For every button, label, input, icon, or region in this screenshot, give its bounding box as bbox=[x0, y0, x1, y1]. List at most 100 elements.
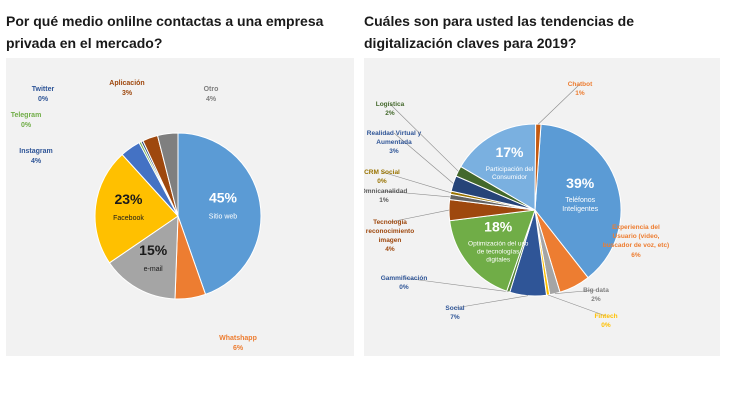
slice-category-label: Experiencia del bbox=[612, 224, 660, 231]
slice-value-label: 0% bbox=[377, 178, 387, 185]
slice-category-label: Sitio web bbox=[209, 213, 238, 220]
slice-value-label: 0% bbox=[399, 284, 409, 291]
slice-label-social: Social 7% bbox=[445, 295, 529, 321]
slice-category-label: Realidad Virtual y bbox=[367, 130, 422, 137]
slice-label-fintech: Fintech 0% bbox=[547, 294, 618, 329]
pie-slice-participacion-del-consumidor bbox=[460, 123, 537, 211]
slice-label-crm-social: CRM Social 0% bbox=[364, 169, 451, 193]
slice-category-label: de tecnologías bbox=[477, 249, 520, 256]
slice-category-label: Optimización del uso bbox=[468, 241, 529, 248]
slice-label-logistica: Logística 2% bbox=[376, 101, 459, 172]
pie-slice-telefonos-inteligentes bbox=[534, 123, 622, 279]
slice-category-label: Twitter bbox=[32, 86, 55, 93]
slice-value-label: 3% bbox=[389, 148, 399, 155]
slice-value-label: 6% bbox=[631, 252, 641, 259]
pie-slice-e-mail bbox=[108, 215, 179, 300]
slice-label-telefonos-inteligentes: 39% Teléfonos Inteligentes bbox=[562, 175, 598, 213]
slice-category-label: Consumidor bbox=[492, 174, 528, 181]
slice-label-chatbot: Chatbot 1% bbox=[538, 81, 593, 125]
slice-value-label: 0% bbox=[21, 122, 32, 129]
pie-chart-right: 39% Teléfonos Inteligentes Experiencia del U… bbox=[364, 81, 669, 329]
leader-line bbox=[393, 132, 454, 184]
slice-value-label: 1% bbox=[575, 90, 585, 97]
leader-line bbox=[389, 209, 450, 223]
slice-category-label: Otro bbox=[204, 86, 219, 93]
slice-category-label: e-mail bbox=[144, 266, 164, 273]
pie-chart-left: 45% Sitio web Whatshapp 6% 15% e-mail 23% Faceb… bbox=[11, 80, 262, 352]
pie-chart-panel-right: 39% Teléfonos Inteligentes Experiencia del U… bbox=[364, 58, 720, 356]
pie-slice-optimizacion-del-uso-de-tecnologias-digitales bbox=[449, 209, 536, 292]
slice-category-label: Instagram bbox=[19, 148, 52, 155]
slice-label-tecnologia-reconocimiento-imagen: Tecnología reconocimiento imagen 4% bbox=[366, 209, 450, 253]
slice-category-label: Inteligentes bbox=[562, 206, 598, 213]
slice-category-label: Facebook bbox=[113, 215, 144, 222]
pie-slice-facebook bbox=[94, 153, 179, 264]
leader-line bbox=[383, 190, 451, 198]
slice-label-omnicanalidad: Omnicanalidad 1% bbox=[364, 188, 451, 204]
slice-value-label: 15% bbox=[139, 242, 168, 258]
slice-category-label: Big data bbox=[583, 287, 609, 294]
leader-line bbox=[381, 171, 451, 193]
slice-value-label: 18% bbox=[484, 219, 513, 235]
leader-line bbox=[538, 83, 581, 125]
slice-category-label: Chatbot bbox=[568, 81, 593, 88]
slice-value-label: 4% bbox=[385, 246, 395, 253]
slice-category-label: Omnicanalidad bbox=[364, 188, 407, 195]
slice-label-instagram: Instagram 4% bbox=[19, 148, 52, 165]
slice-label-e-mail: 15% e-mail bbox=[139, 242, 168, 273]
slice-label-telegram: Telegram 0% bbox=[11, 112, 42, 129]
pie-chart-panel-left: 45% Sitio web Whatshapp 6% 15% e-mail 23% Faceb… bbox=[6, 58, 354, 356]
slice-label-experiencia-del-usuario-video-buscador-de-voz-etc: Experiencia del Usuario (video, buscador d… bbox=[603, 224, 669, 259]
leader-line bbox=[547, 294, 607, 317]
slice-value-label: 4% bbox=[31, 158, 42, 165]
slice-category-label: digitales bbox=[486, 257, 511, 264]
slice-category-label: buscador de voz, etc) bbox=[603, 242, 669, 249]
slice-category-label: Aumentada bbox=[376, 139, 412, 146]
slice-category-label: Fintech bbox=[594, 313, 617, 320]
slice-label-facebook: 23% Facebook bbox=[113, 191, 144, 222]
slice-value-label: 2% bbox=[591, 296, 601, 303]
slice-value-label: 45% bbox=[209, 189, 238, 205]
slice-value-label: 2% bbox=[385, 110, 395, 117]
slice-value-label: 7% bbox=[450, 314, 460, 321]
slice-category-label: Tecnología bbox=[373, 219, 407, 226]
slice-category-label: imagen bbox=[379, 237, 402, 244]
slice-label-otro: Otro 4% bbox=[204, 86, 219, 103]
slice-value-label: 17% bbox=[495, 144, 524, 160]
slice-category-label: Telegram bbox=[11, 112, 42, 119]
pie-slice-otro bbox=[156, 132, 179, 217]
leader-line bbox=[389, 103, 459, 172]
slice-category-label: CRM Social bbox=[364, 169, 400, 176]
slice-value-label: 1% bbox=[379, 197, 389, 204]
slice-value-label: 4% bbox=[206, 96, 217, 103]
chart-title-right: Cuáles son para usted las tendencias de … bbox=[364, 13, 634, 51]
leader-line bbox=[454, 295, 529, 309]
leader-line bbox=[554, 289, 597, 294]
slice-label-whatshapp: Whatshapp 6% bbox=[219, 335, 257, 352]
slice-label-twitter: Twitter 0% bbox=[32, 86, 55, 103]
slice-label-aplicacion: Aplicación 3% bbox=[109, 80, 144, 97]
slice-label-sitio-web: 45% Sitio web bbox=[209, 189, 238, 220]
slice-category-label: Gammificación bbox=[381, 275, 428, 282]
slice-value-label: 0% bbox=[601, 322, 611, 329]
chart-title-left: Por qué medio onlilne contactas a una em… bbox=[6, 13, 324, 51]
slice-value-label: 23% bbox=[114, 191, 143, 207]
pie-slice-sitio-web bbox=[177, 132, 262, 295]
slice-label-realidad-virtual-y-aumentada: Realidad Virtual y Aumentada 3% bbox=[367, 130, 454, 184]
slice-label-big-data: Big data 2% bbox=[554, 287, 609, 303]
slice-category-label: Social bbox=[445, 305, 464, 312]
slice-value-label: 6% bbox=[233, 345, 244, 352]
slice-category-label: reconocimiento bbox=[366, 228, 414, 235]
slice-category-label: Whatshapp bbox=[219, 335, 257, 342]
slice-category-label: Aplicación bbox=[109, 80, 144, 87]
slice-value-label: 3% bbox=[122, 90, 133, 97]
slice-label-gammificacion: Gammificación 0% bbox=[381, 275, 509, 292]
slice-category-label: Usuario (video, bbox=[613, 233, 660, 240]
slice-value-label: 0% bbox=[38, 96, 49, 103]
slice-value-label: 39% bbox=[566, 175, 595, 191]
slice-category-label: Logística bbox=[376, 101, 405, 108]
slice-category-label: Teléfonos bbox=[565, 197, 595, 204]
slice-category-label: Participación del bbox=[486, 166, 534, 173]
